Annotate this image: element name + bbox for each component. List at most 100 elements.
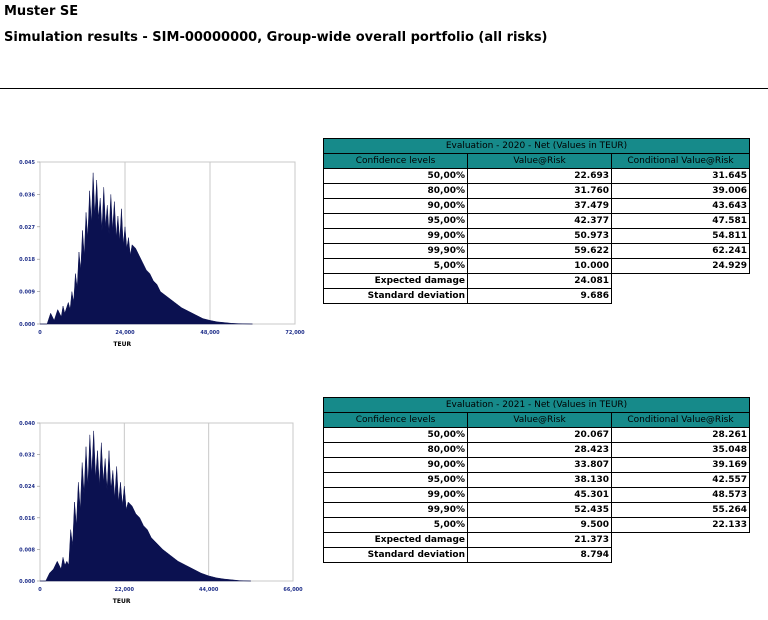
empty-cell	[612, 548, 750, 563]
y-tick-label: 0.036	[19, 192, 35, 198]
cvar-cell: 62.241	[611, 243, 750, 259]
company-title: Muster SE	[4, 4, 79, 19]
confidence-level-cell: 50,00%	[323, 427, 468, 443]
var-cell: 31.760	[467, 183, 612, 199]
x-tick-label: 0	[38, 330, 42, 336]
empty-cell	[612, 274, 750, 289]
col-header-var: Value@Risk	[467, 412, 612, 428]
col-header-cvar: Conditional Value@Risk	[611, 153, 750, 169]
cvar-cell: 28.261	[611, 427, 750, 443]
cvar-cell: 35.048	[611, 442, 750, 458]
confidence-level-cell: 95,00%	[323, 472, 468, 488]
var-cell: 9.500	[467, 517, 612, 533]
table-row: 90,00% 37.479 43.643	[323, 198, 750, 214]
x-tick-label: 22,000	[115, 587, 135, 593]
expected-damage-value: 24.081	[467, 273, 612, 289]
confidence-level-cell: 99,90%	[323, 502, 468, 518]
var-cell: 42.377	[467, 213, 612, 229]
x-tick-label: 0	[38, 587, 42, 593]
chart-2020-svg: 0 24,000 48,000 72,000 0.000 0.009 0.018 0.027 0…	[19, 160, 305, 348]
x-tick-label: 66,000	[283, 587, 303, 593]
y-tick-label: 0.024	[19, 484, 35, 490]
y-tick-label: 0.027	[19, 225, 35, 231]
table-row: 5,00% 9.500 22.133	[323, 517, 750, 533]
y-tick-label: 0.016	[19, 516, 35, 522]
table-caption: Evaluation - 2021 - Net (Values in TEUR)	[323, 397, 750, 413]
y-tick-label: 0.009	[19, 290, 35, 296]
confidence-level-cell: 5,00%	[323, 258, 468, 274]
cvar-cell: 54.811	[611, 228, 750, 244]
confidence-level-cell: 95,00%	[323, 213, 468, 229]
y-tick-label: 0.008	[19, 547, 35, 553]
var-cell: 22.693	[467, 168, 612, 184]
chart-2021-svg: 0 22,000 44,000 66,000 0.000 0.008 0.016 0.024 0…	[19, 421, 303, 605]
confidence-level-cell: 99,00%	[323, 228, 468, 244]
var-cell: 28.423	[467, 442, 612, 458]
evaluation-table-2020: Evaluation - 2020 - Net (Values in TEUR)…	[323, 138, 750, 304]
expected-damage-label: Expected damage	[323, 532, 468, 548]
table-row: 5,00% 10.000 24.929	[323, 258, 750, 274]
distribution-chart-2020: 0 24,000 48,000 72,000 0.000 0.009 0.018 0.027 0…	[0, 150, 320, 360]
y-tick-label: 0.000	[19, 579, 35, 585]
var-cell: 52.435	[467, 502, 612, 518]
cvar-cell: 47.581	[611, 213, 750, 229]
table-row: 95,00% 42.377 47.581	[323, 213, 750, 229]
var-cell: 59.622	[467, 243, 612, 259]
var-cell: 45.301	[467, 487, 612, 503]
table-caption: Evaluation - 2020 - Net (Values in TEUR)	[323, 138, 750, 154]
table-row: 99,90% 52.435 55.264	[323, 502, 750, 518]
col-header-var: Value@Risk	[467, 153, 612, 169]
y-tick-label: 0.018	[19, 257, 35, 263]
cvar-cell: 43.643	[611, 198, 750, 214]
empty-cell	[612, 533, 750, 548]
expected-damage-label: Expected damage	[323, 273, 468, 289]
report-subtitle: Simulation results - SIM-00000000, Group…	[4, 30, 548, 45]
std-deviation-value: 8.794	[467, 547, 612, 563]
col-header-confidence: Confidence levels	[323, 412, 468, 428]
x-tick-label: 72,000	[285, 330, 305, 336]
table-row: 80,00% 31.760 39.006	[323, 183, 750, 199]
table-row: 95,00% 38.130 42.557	[323, 472, 750, 488]
confidence-level-cell: 50,00%	[323, 168, 468, 184]
cvar-cell: 42.557	[611, 472, 750, 488]
table-row: 99,00% 45.301 48.573	[323, 487, 750, 503]
confidence-level-cell: 80,00%	[323, 442, 468, 458]
x-tick-label: 48,000	[200, 330, 220, 336]
std-deviation-value: 9.686	[467, 288, 612, 304]
col-header-confidence: Confidence levels	[323, 153, 468, 169]
cvar-cell: 48.573	[611, 487, 750, 503]
confidence-level-cell: 99,00%	[323, 487, 468, 503]
var-cell: 50.973	[467, 228, 612, 244]
col-header-cvar: Conditional Value@Risk	[611, 412, 750, 428]
cvar-cell: 55.264	[611, 502, 750, 518]
y-tick-label: 0.000	[19, 322, 35, 328]
cvar-cell: 31.645	[611, 168, 750, 184]
y-tick-label: 0.040	[19, 421, 35, 427]
distribution-chart-2021: 0 22,000 44,000 66,000 0.000 0.008 0.016 0.024 0…	[0, 412, 320, 612]
y-tick-label: 0.045	[19, 160, 35, 166]
cvar-cell: 24.929	[611, 258, 750, 274]
table-row: 99,90% 59.622 62.241	[323, 243, 750, 259]
density-area	[40, 172, 253, 325]
evaluation-table-2021: Evaluation - 2021 - Net (Values in TEUR)…	[323, 397, 750, 563]
confidence-level-cell: 90,00%	[323, 198, 468, 214]
std-deviation-label: Standard deviation	[323, 547, 468, 563]
cvar-cell: 22.133	[611, 517, 750, 533]
confidence-level-cell: 90,00%	[323, 457, 468, 473]
expected-damage-value: 21.373	[467, 532, 612, 548]
table-row: 80,00% 28.423 35.048	[323, 442, 750, 458]
table-row: 50,00% 22.693 31.645	[323, 168, 750, 184]
std-deviation-label: Standard deviation	[323, 288, 468, 304]
confidence-level-cell: 99,90%	[323, 243, 468, 259]
x-axis-label: TEUR	[113, 598, 131, 605]
var-cell: 20.067	[467, 427, 612, 443]
table-row: 99,00% 50.973 54.811	[323, 228, 750, 244]
y-tick-label: 0.032	[19, 453, 35, 459]
confidence-level-cell: 80,00%	[323, 183, 468, 199]
empty-cell	[612, 289, 750, 304]
var-cell: 38.130	[467, 472, 612, 488]
x-axis-label: TEUR	[113, 341, 131, 348]
var-cell: 10.000	[467, 258, 612, 274]
cvar-cell: 39.169	[611, 457, 750, 473]
header-divider	[0, 88, 768, 89]
